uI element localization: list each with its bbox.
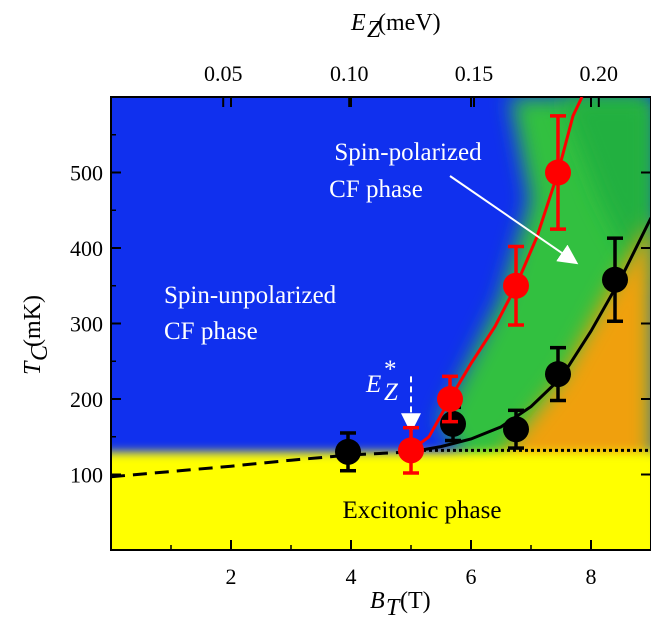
svg-text:(T): (T) [400,588,431,614]
data-point-series1-1 [335,431,361,473]
y-tick-label: 300 [70,312,103,337]
ez-star-label: E Z * [365,356,399,406]
svg-text:B: B [370,588,385,614]
top-tick-label: 0.20 [580,61,619,86]
x-axis-title: B T (T) [370,588,431,621]
spin-unpolarized-label-2: CF phase [164,318,258,345]
svg-text:T: T [386,595,401,621]
top-tick-label: 0.10 [330,61,369,86]
data-point-series2-2 [437,374,463,424]
top-tick-label: 0.05 [204,61,243,86]
data-point-series2-1 [398,425,424,475]
spin-polarized-label-2: CF phase [329,176,423,203]
annotation-arrow [449,175,579,265]
spin-polarized-label-1: Spin-polarized [334,139,482,166]
svg-text:Z: Z [367,17,381,43]
svg-text:C: C [27,344,53,361]
y-tick-label: 400 [70,236,103,261]
svg-text:T: T [20,360,46,375]
svg-text:*: * [384,356,397,383]
x-tick-label: 2 [226,564,237,589]
y-tick-label: 100 [70,463,103,488]
y-tick-label: 500 [70,161,103,186]
x-tick-label: 4 [346,564,357,589]
top-tick-label: 0.15 [455,61,494,86]
axes: 2 4 6 8 100 200 300 400 500 0.05 0.10 0.15 0.20 [70,61,651,589]
svg-text:Z: Z [384,379,399,406]
svg-text:(meV): (meV) [378,10,441,36]
data-point-series1-4 [545,345,571,403]
data-point-series2-3 [503,244,529,327]
data-point-series1-5 [602,236,628,323]
svg-text:(mK): (mK) [20,295,46,347]
x-tick-label: 6 [466,564,477,589]
spin-unpolarized-label-1: Spin-unpolarized [164,282,337,309]
black-fit-dashed [111,450,412,479]
intermediate-region [490,220,651,470]
svg-text:E: E [350,10,366,36]
y-axis-title: T C (mK) [20,295,53,375]
y-tick-label: 200 [70,387,103,412]
red-fit-curve [410,97,584,452]
data-markers [335,114,628,475]
top-axis-title: E Z (meV) [350,10,441,43]
excitonic-label: Excitonic phase [343,497,502,524]
data-point-series2-4 [545,114,571,231]
black-fit-solid [410,217,651,454]
data-point-series1-3 [503,408,529,450]
x-tick-label: 8 [586,564,597,589]
svg-text:E: E [365,371,381,398]
curves [111,97,651,479]
